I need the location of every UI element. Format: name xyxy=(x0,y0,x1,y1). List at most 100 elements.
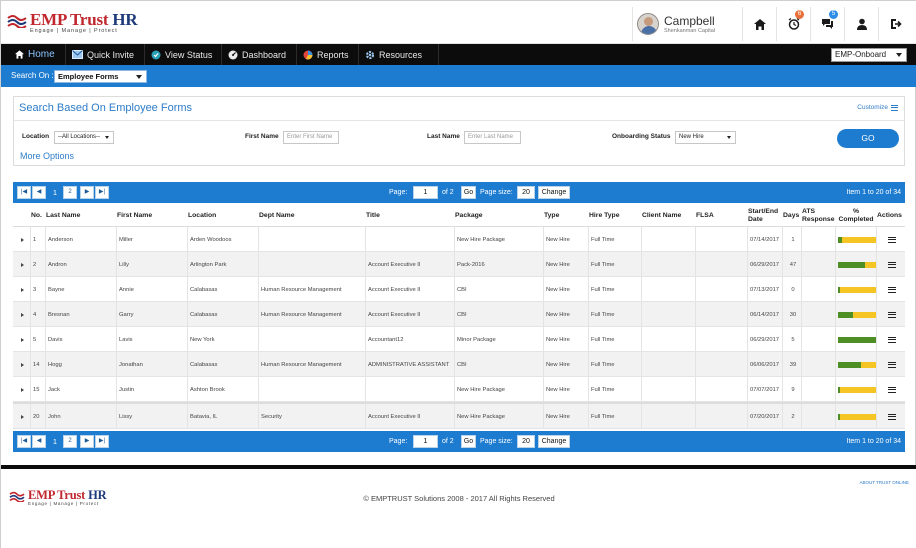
col-no[interactable]: No. xyxy=(31,212,42,219)
page-2-button[interactable]: 2 xyxy=(63,435,77,448)
cell-no: 2 xyxy=(30,252,45,277)
col-percent-completed[interactable]: % Completed xyxy=(838,208,874,223)
alarm-button[interactable]: 6 xyxy=(776,7,810,41)
cell-actions[interactable] xyxy=(876,252,905,277)
col-client-name[interactable]: Client Name xyxy=(642,212,682,219)
col-type[interactable]: Type xyxy=(544,212,560,219)
nav-home[interactable]: Home xyxy=(9,44,66,65)
last-name-input[interactable]: Enter Last Name xyxy=(464,131,521,144)
progress-bar xyxy=(838,361,876,368)
search-on-bar: Search On : Employee Forms xyxy=(1,65,916,87)
nav-reports[interactable]: Reports xyxy=(297,44,359,65)
module-select[interactable]: EMP-Onboard xyxy=(831,48,907,62)
table-row[interactable]: 4 Bresnan Garry Calabasas Human Resource Man… xyxy=(13,302,905,327)
last-page-button[interactable]: ▶| xyxy=(95,435,109,448)
col-last-name[interactable]: Last Name xyxy=(46,212,81,219)
last-page-button[interactable]: ▶| xyxy=(95,186,109,199)
invite-icon xyxy=(72,50,83,59)
cell-actions[interactable] xyxy=(876,327,905,352)
go-button[interactable]: GO xyxy=(837,129,899,148)
page-1-button[interactable]: 1 xyxy=(52,188,58,197)
location-select[interactable]: --All Locations-- xyxy=(54,131,114,144)
home-header-button[interactable] xyxy=(742,7,776,41)
next-page-button[interactable]: ▶ xyxy=(80,435,94,448)
first-name-input[interactable]: Enter First Name xyxy=(283,131,339,144)
row-expand[interactable] xyxy=(13,227,30,252)
cell-actions[interactable] xyxy=(876,302,905,327)
onboarding-status-select[interactable]: New Hire xyxy=(675,131,736,144)
page-number-input[interactable]: 1 xyxy=(413,435,438,448)
page-size-input[interactable]: 20 xyxy=(517,186,535,199)
row-expand[interactable] xyxy=(13,404,30,429)
first-page-button[interactable]: |◀ xyxy=(17,435,31,448)
prev-page-button[interactable]: ◀ xyxy=(32,435,46,448)
progress-fill xyxy=(838,236,842,243)
page-go-button[interactable]: Go xyxy=(461,186,476,199)
col-days[interactable]: Days xyxy=(783,212,800,219)
row-separator xyxy=(13,402,905,404)
col-start-end-date[interactable]: Start/End Date xyxy=(748,208,779,223)
page-count-label: of 2 xyxy=(442,189,454,196)
cell-actions[interactable] xyxy=(876,404,905,429)
col-package[interactable]: Package xyxy=(455,212,483,219)
table-row[interactable]: 1 Anderson Miller Arden Woodoos New Hire Pac… xyxy=(13,227,905,252)
table-row[interactable]: 5 Davis Lavis New York Accountant12 Minor Pac… xyxy=(13,327,905,352)
table-row[interactable]: 2 Andron Lilly Arlington Park Account Execut… xyxy=(13,252,905,277)
change-size-button[interactable]: Change xyxy=(538,435,570,448)
expand-arrow-icon xyxy=(21,262,24,267)
cell-days: 5 xyxy=(782,327,801,352)
cell-actions[interactable] xyxy=(876,352,905,377)
messages-button[interactable]: 5 xyxy=(810,7,844,41)
cell-progress xyxy=(835,327,876,352)
page-number-input[interactable]: 1 xyxy=(413,186,438,199)
cell-actions[interactable] xyxy=(876,277,905,302)
nav-dashboard[interactable]: Dashboard xyxy=(222,44,297,65)
table-row[interactable]: 3 Bayne Annie Calabasas Human Resource Manag… xyxy=(13,277,905,302)
col-title[interactable]: Title xyxy=(366,212,380,219)
cell-actions[interactable] xyxy=(876,377,905,402)
next-page-button[interactable]: ▶ xyxy=(80,186,94,199)
cell-flsa xyxy=(695,302,747,327)
change-size-button[interactable]: Change xyxy=(538,186,570,199)
row-expand[interactable] xyxy=(13,277,30,302)
cell-actions[interactable] xyxy=(876,227,905,252)
table-row[interactable]: 14 Hogg Jonathan Calabasas Human Resource Ma… xyxy=(13,352,905,377)
page-1-button[interactable]: 1 xyxy=(52,437,58,446)
footer-logo[interactable]: EMP Trust HR Engage | Manage | Protect xyxy=(9,489,107,506)
nav-view-status[interactable]: View Status xyxy=(145,44,222,65)
row-expand[interactable] xyxy=(13,352,30,377)
col-ats-response[interactable]: ATS Response xyxy=(802,208,835,223)
nav-resources[interactable]: Resources xyxy=(359,44,439,65)
more-options-link[interactable]: More Options xyxy=(20,151,75,161)
app-logo[interactable]: EMP Trust HR Engage | Manage | Protect xyxy=(7,10,138,34)
col-hire-type[interactable]: Hire Type xyxy=(589,212,620,219)
row-expand[interactable] xyxy=(13,252,30,277)
progress-fill xyxy=(838,261,865,268)
col-dept-name[interactable]: Dept Name xyxy=(259,212,295,219)
search-on-select[interactable]: Employee Forms xyxy=(54,70,147,83)
row-expand[interactable] xyxy=(13,377,30,402)
user-menu-button[interactable] xyxy=(844,7,878,41)
row-expand[interactable] xyxy=(13,327,30,352)
logo-text: EMP Trust xyxy=(30,10,109,29)
row-expand[interactable] xyxy=(13,302,30,327)
nav-quick-invite[interactable]: Quick Invite xyxy=(66,44,145,65)
progress-fill xyxy=(838,336,876,343)
cell-days: 0 xyxy=(782,277,801,302)
col-first-name[interactable]: First Name xyxy=(117,212,153,219)
status-icon xyxy=(151,50,161,59)
col-flsa[interactable]: FLSA xyxy=(696,212,714,219)
user-profile[interactable]: Campbell Shenkanman Capital xyxy=(632,7,742,41)
table-row[interactable]: 15 Jack Justin Ashton Brook New Hire Package… xyxy=(13,377,905,402)
page-go-button[interactable]: Go xyxy=(461,435,476,448)
col-location[interactable]: Location xyxy=(188,212,217,219)
customize-link[interactable]: Customize xyxy=(857,104,898,111)
prev-page-button[interactable]: ◀ xyxy=(32,186,46,199)
page-size-input[interactable]: 20 xyxy=(517,435,535,448)
footer-link[interactable]: ABOUT TRUST ONLINE xyxy=(859,480,909,485)
page-2-button[interactable]: 2 xyxy=(63,186,77,199)
table-row[interactable]: 20 John Lissy Batavia, IL Security Account Ex… xyxy=(13,404,905,429)
first-page-button[interactable]: |◀ xyxy=(17,186,31,199)
logout-button[interactable] xyxy=(878,7,912,41)
cell-type: New Hire xyxy=(543,252,588,277)
